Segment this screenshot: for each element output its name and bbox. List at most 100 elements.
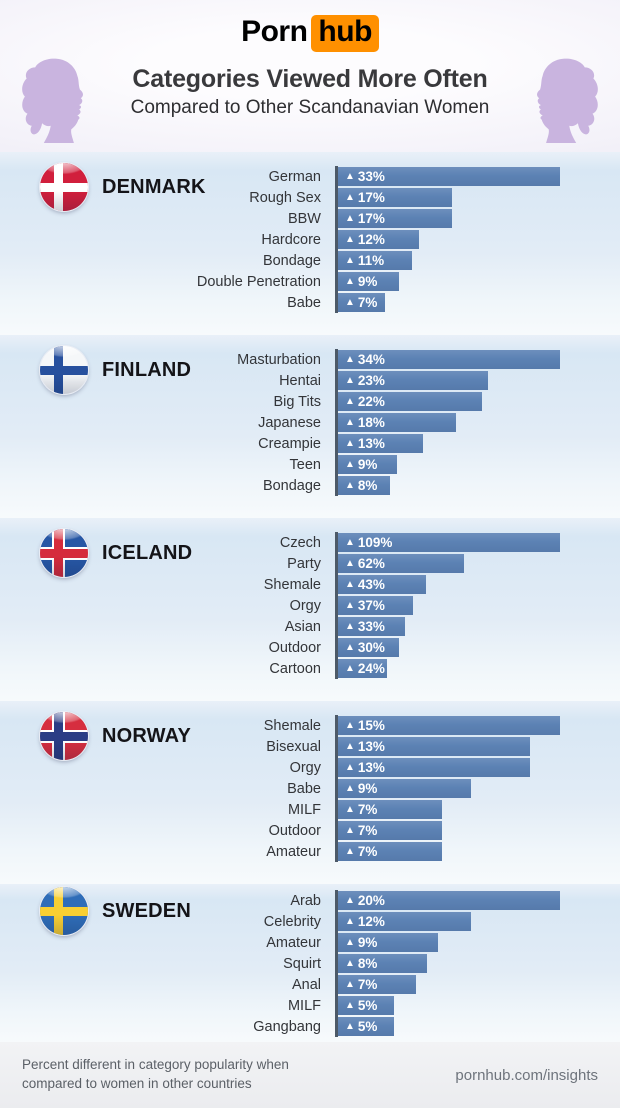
category-label: Bondage [262,252,321,269]
up-triangle-icon: ▲ [345,740,355,752]
category-label: Double Penetration [196,273,321,290]
bar: ▲ 8% [338,954,427,973]
chart-row: BBW ▲ 17% [0,208,620,229]
chart-row: Amateur ▲ 9% [0,932,620,953]
category-label: Big Tits [273,393,321,410]
up-triangle-icon: ▲ [345,233,355,245]
logo-text-hub: hub [311,15,379,52]
chart-axis-line [335,166,338,313]
category-label: Orgy [289,597,321,614]
pornhub-logo: Porn hub [0,0,620,52]
category-label: Masturbation [237,351,321,368]
category-label: Shemale [263,576,321,593]
category-label: Party [287,555,321,572]
up-triangle-icon: ▲ [345,999,355,1011]
chart-row: Masturbation ▲ 34% [0,349,620,370]
bar-value: 30% [357,640,385,655]
up-triangle-icon: ▲ [345,620,355,632]
bar-value: 5% [357,998,378,1013]
bar-value: 9% [357,457,378,472]
up-triangle-icon: ▲ [345,458,355,470]
category-label: Shemale [263,717,321,734]
bar-value: 11% [357,253,385,268]
bar-value: 23% [357,373,385,388]
chart-row: Bisexual ▲ 13% [0,736,620,757]
bar: ▲ 22% [338,392,482,411]
bar-value: 34% [357,352,385,367]
bar: ▲ 9% [338,455,397,474]
category-label: Celebrity [263,913,321,930]
up-triangle-icon: ▲ [345,599,355,611]
category-label: Outdoor [268,822,321,839]
category-label: Bisexual [266,738,321,755]
bar: ▲ 18% [338,413,456,432]
norway-flag-icon [40,712,88,760]
up-triangle-icon: ▲ [345,803,355,815]
bar: ▲ 30% [338,638,400,657]
chart-row: Japanese ▲ 18% [0,412,620,433]
bar-value: 13% [357,436,385,451]
up-triangle-icon: ▲ [345,845,355,857]
chart-row: Celebrity ▲ 12% [0,911,620,932]
bar-value: 12% [357,914,385,929]
bar-value: 7% [357,802,378,817]
footnote-line2: compared to women in other countries [22,1076,252,1091]
chart-axis-line [335,715,338,862]
bar-chart: Shemale ▲ 15% Bisexual ▲ 13% Orgy ▲ 13% Babe ▲ 9% MI… [0,715,620,862]
category-label: Hentai [279,372,321,389]
bar-chart: German ▲ 33% Rough Sex ▲ 17% BBW ▲ 17% Hardcore ▲ 1… [0,166,620,313]
chart-row: Bondage ▲ 8% [0,475,620,496]
chart-row: Outdoor ▲ 7% [0,820,620,841]
bar-value: 9% [357,781,378,796]
chart-row: Outdoor ▲ 30% [0,637,620,658]
chart-row: MILF ▲ 7% [0,799,620,820]
chart-row: Arab ▲ 20% [0,890,620,911]
up-triangle-icon: ▲ [345,936,355,948]
chart-row: Czech ▲ 109% [0,532,620,553]
country-section: FINLAND Masturbation ▲ 34% Hentai ▲ 23% Big Ti… [0,335,620,518]
bar-value: 7% [357,977,378,992]
chart-rows: German ▲ 33% Rough Sex ▲ 17% BBW ▲ 17% Hardcore ▲ 1… [0,166,620,313]
up-triangle-icon: ▲ [345,416,355,428]
chart-row: MILF ▲ 5% [0,995,620,1016]
bar: ▲ 7% [338,842,442,861]
bar: ▲ 9% [338,779,472,798]
up-triangle-icon: ▲ [345,437,355,449]
footer: Percent different in category popularity… [0,1042,620,1108]
chart-row: Orgy ▲ 13% [0,757,620,778]
chart-row: Hardcore ▲ 12% [0,229,620,250]
country-sections: DENMARK German ▲ 33% Rough Sex ▲ 17% BBW ▲ 17% Ha… [0,152,620,1042]
page-subtitle: Compared to Other Scandanavian Women [130,96,490,118]
country-header: FINLAND [40,346,191,394]
chart-row: Babe ▲ 9% [0,778,620,799]
bar-value: 13% [357,739,385,754]
category-label: Gangbang [253,1018,321,1035]
chart-rows: Czech ▲ 109% Party ▲ 62% Shemale ▲ 43% Orgy ▲ 37% As… [0,532,620,679]
bar: ▲ 5% [338,1017,394,1036]
chart-row: Creampie ▲ 13% [0,433,620,454]
bar: ▲ 13% [338,737,531,756]
bar: ▲ 43% [338,575,426,594]
bar-value: 13% [357,760,385,775]
chart-row: Rough Sex ▲ 17% [0,187,620,208]
category-label: Hardcore [261,231,321,248]
bar: ▲ 17% [338,188,453,207]
category-label: German [268,168,321,185]
up-triangle-icon: ▲ [345,719,355,731]
insights-link[interactable]: pornhub.com/insights [455,1066,598,1084]
bar-value: 5% [357,1019,378,1034]
category-label: Bondage [262,477,321,494]
chart-row: Babe ▲ 7% [0,292,620,313]
chart-row: Party ▲ 62% [0,553,620,574]
category-label: Creampie [258,435,321,452]
bar-value: 8% [357,956,378,971]
country-section: DENMARK German ▲ 33% Rough Sex ▲ 17% BBW ▲ 17% Ha… [0,152,620,335]
bar-value: 22% [357,394,385,409]
category-label: MILF [287,801,321,818]
header: Porn hub Categories Viewed More Often Com… [0,0,620,152]
chart-row: Anal ▲ 7% [0,974,620,995]
up-triangle-icon: ▲ [345,894,355,906]
bar: ▲ 13% [338,758,531,777]
category-label: Japanese [258,414,321,431]
bar-value: 109% [357,535,393,550]
